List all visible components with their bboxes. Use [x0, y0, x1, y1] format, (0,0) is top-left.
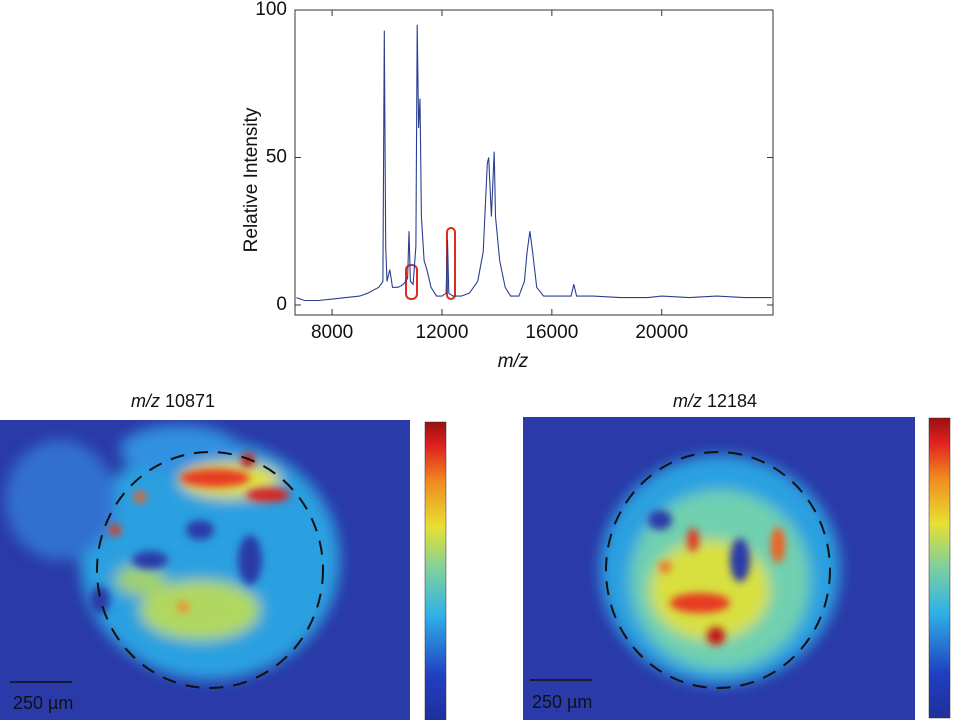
heatmap-right — [523, 417, 951, 720]
spectrum-axes: Relative Intensity m/z 0 50 100 8000 12000 16… — [241, 0, 774, 372]
x-tick-label: 16000 — [525, 322, 578, 343]
x-axis-label: m/z — [498, 351, 529, 372]
image-title-prefix: m/z — [673, 391, 702, 411]
plot-frame — [294, 9, 774, 316]
y-tick-label: 100 — [255, 0, 287, 20]
image-title: 10871 — [165, 391, 215, 411]
scale-label: 250 µm — [13, 693, 73, 713]
x-tick-label: 20000 — [635, 322, 688, 343]
highlight-box — [405, 264, 418, 300]
y-axis-label: Relative Intensity — [241, 107, 262, 252]
spectrum-line — [296, 24, 772, 302]
x-tick-label: 8000 — [311, 322, 353, 343]
y-tick-label: 0 — [276, 294, 287, 315]
x-tick-label: 12000 — [416, 322, 469, 343]
heatmap-left — [0, 420, 447, 720]
image-title-prefix: m/z — [131, 391, 160, 411]
image-title: 12184 — [707, 391, 757, 411]
y-tick-label: 50 — [266, 147, 287, 168]
scale-label: 250 µm — [532, 692, 592, 712]
